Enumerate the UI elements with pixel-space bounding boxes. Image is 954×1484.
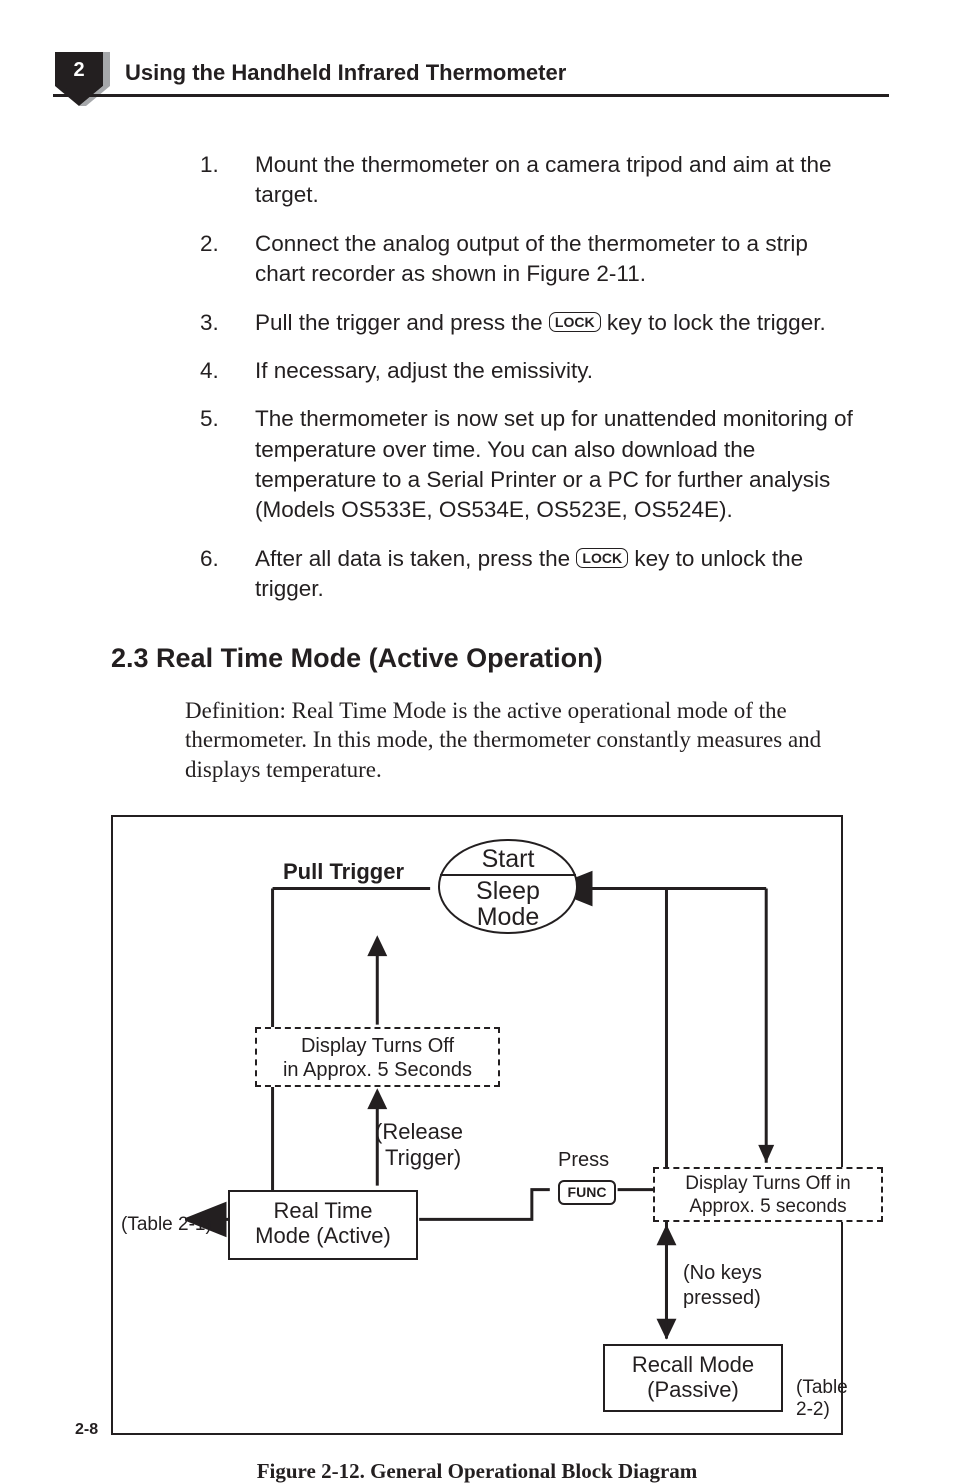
step-list: 1. Mount the thermometer on a camera tri… bbox=[200, 150, 859, 605]
pull-trigger-label: Pull Trigger bbox=[283, 859, 404, 885]
start-label: Start bbox=[440, 841, 576, 876]
rt-l1: Real Time bbox=[273, 1198, 372, 1223]
step-text: If necessary, adjust the emissivity. bbox=[255, 356, 859, 386]
section-heading: 2.3 Real Time Mode (Active Operation) bbox=[111, 643, 879, 674]
step-text: After all data is taken, press the LOCK … bbox=[255, 544, 859, 605]
lock-key-icon: LOCK bbox=[576, 548, 628, 568]
sleep-label-1: Sleep bbox=[476, 877, 540, 905]
display-off-box-left: Display Turns Off in Approx. 5 Seconds bbox=[255, 1027, 500, 1087]
recall-l2: (Passive) bbox=[647, 1377, 739, 1402]
table22-label: (Table 2-2) bbox=[796, 1377, 848, 1421]
step-number: 1. bbox=[200, 150, 255, 211]
realtime-node: Real Time Mode (Active) bbox=[228, 1190, 418, 1260]
nokeys-label-2: pressed) bbox=[683, 1287, 761, 1310]
d2-l1: Display Turns Off in bbox=[685, 1173, 850, 1194]
d2-l2: Approx. 5 seconds bbox=[689, 1196, 846, 1217]
recall-node: Recall Mode (Passive) bbox=[603, 1344, 783, 1412]
header-rule bbox=[53, 94, 889, 97]
step-text: The thermometer is now set up for unatte… bbox=[255, 404, 859, 526]
definition-paragraph: Definition: Real Time Mode is the active… bbox=[185, 696, 839, 786]
start-node: Start Sleep Mode bbox=[438, 839, 578, 934]
lock-key-icon: LOCK bbox=[549, 312, 601, 332]
step-number: 2. bbox=[200, 229, 255, 290]
d1-l1: Display Turns Off bbox=[301, 1035, 454, 1057]
list-item: 2. Connect the analog output of the ther… bbox=[200, 229, 859, 290]
chapter-badge: 2 bbox=[55, 52, 110, 107]
sleep-label-2: Mode bbox=[477, 903, 540, 931]
func-key-icon: FUNC bbox=[558, 1180, 616, 1205]
list-item: 4. If necessary, adjust the emissivity. bbox=[200, 356, 859, 386]
nokeys-label-1: (No keys bbox=[683, 1262, 762, 1285]
list-item: 1. Mount the thermometer on a camera tri… bbox=[200, 150, 859, 211]
d1-l2: in Approx. 5 Seconds bbox=[283, 1059, 472, 1081]
figure-caption: Figure 2-12. General Operational Block D… bbox=[75, 1459, 879, 1484]
display-off-box-right: Display Turns Off in Approx. 5 seconds bbox=[653, 1167, 883, 1222]
step-text-b: key to lock the trigger. bbox=[601, 310, 826, 335]
table21-label: (Table 2-1) bbox=[121, 1214, 212, 1236]
block-diagram: Start Sleep Mode Real Time Mode (Active)… bbox=[111, 815, 843, 1435]
list-item: 3. Pull the trigger and press the LOCK k… bbox=[200, 308, 859, 338]
step-number: 3. bbox=[200, 308, 255, 338]
page-number: 2-8 bbox=[75, 1421, 98, 1439]
recall-l1: Recall Mode bbox=[632, 1352, 754, 1377]
release-label-1: (Release bbox=[375, 1119, 463, 1145]
chapter-header: 2 Using the Handheld Infrared Thermomete… bbox=[75, 60, 879, 120]
step-text-a: Pull the trigger and press the bbox=[255, 310, 549, 335]
step-text: Mount the thermometer on a camera tripod… bbox=[255, 150, 859, 211]
rt-l2: Mode (Active) bbox=[255, 1223, 391, 1248]
list-item: 5. The thermometer is now set up for una… bbox=[200, 404, 859, 526]
step-text: Pull the trigger and press the LOCK key … bbox=[255, 308, 859, 338]
step-text-a: After all data is taken, press the bbox=[255, 546, 576, 571]
press-label: Press bbox=[558, 1149, 609, 1172]
list-item: 6. After all data is taken, press the LO… bbox=[200, 544, 859, 605]
svg-text:2: 2 bbox=[73, 59, 84, 81]
step-number: 6. bbox=[200, 544, 255, 605]
step-number: 5. bbox=[200, 404, 255, 526]
release-label-2: Trigger) bbox=[385, 1145, 461, 1171]
chapter-title: Using the Handheld Infrared Thermometer bbox=[125, 60, 566, 86]
step-text: Connect the analog output of the thermom… bbox=[255, 229, 859, 290]
step-number: 4. bbox=[200, 356, 255, 386]
